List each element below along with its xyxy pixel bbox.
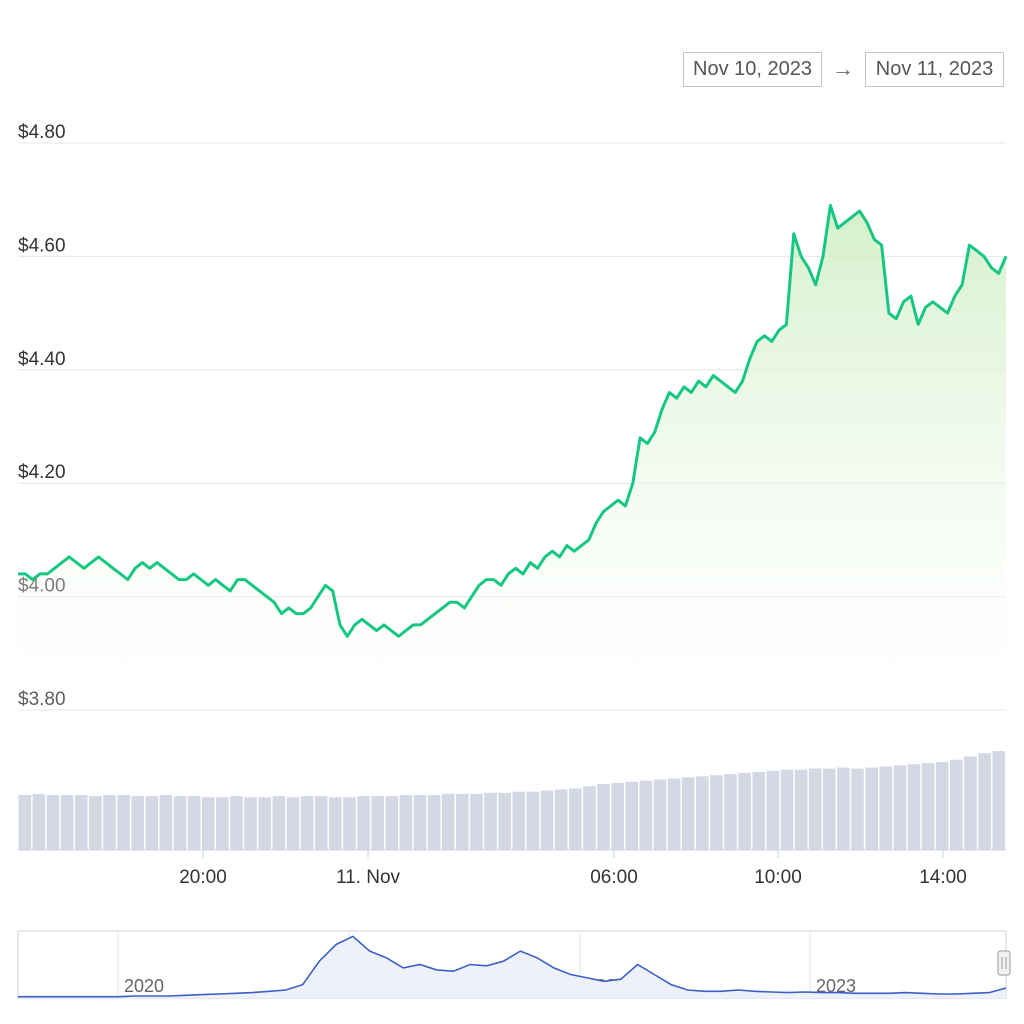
x-axis-ticks: 20:00 11. Nov 06:00 10:00 14:00 <box>179 850 967 888</box>
navigator-area <box>18 936 1006 998</box>
volume-bar <box>766 770 780 850</box>
volume-bar <box>639 780 653 850</box>
volume-bar <box>272 796 286 850</box>
y-tick-label: $4.40 <box>18 349 66 370</box>
volume-bar <box>343 797 356 850</box>
x-tick-label: 20:00 <box>179 867 227 888</box>
volume-bar <box>738 773 751 850</box>
volume-bar <box>554 789 568 850</box>
volume-bar <box>75 795 88 850</box>
volume-bar <box>992 751 1005 850</box>
volume-bar <box>667 778 681 850</box>
volume-bar <box>653 779 667 850</box>
volume-bar <box>484 792 497 850</box>
volume-bars <box>18 751 1006 851</box>
date-range-start-input[interactable]: Nov 10, 2023 <box>683 52 822 87</box>
navigator-line <box>18 935 1007 998</box>
volume-bar <box>103 795 116 850</box>
volume-bar <box>46 795 60 850</box>
navigator-year-label: 2023 <box>816 976 856 996</box>
volume-bar <box>498 792 511 850</box>
volume-bar <box>837 767 850 850</box>
volume-bar <box>540 790 554 850</box>
volume-bar <box>32 793 46 850</box>
volume-bar <box>173 796 187 850</box>
volume-bar <box>865 767 878 850</box>
volume-bar <box>611 782 624 850</box>
volume-bar <box>286 797 300 850</box>
volume-bar <box>512 791 526 850</box>
volume-bar <box>131 796 144 850</box>
volume-bar <box>935 762 949 850</box>
volume-bar <box>18 795 32 850</box>
volume-bar <box>823 768 836 850</box>
volume-bar <box>696 776 709 850</box>
volume-bar <box>371 796 384 850</box>
y-tick-label: $4.80 <box>18 122 66 143</box>
volume-bar <box>794 769 808 850</box>
volume-bar <box>202 797 215 850</box>
volume-bar <box>851 768 864 850</box>
volume-bar <box>314 796 328 850</box>
x-tick-label: 14:00 <box>919 867 967 888</box>
volume-bar <box>258 797 271 850</box>
volume-bar <box>681 777 695 850</box>
navigator-year-label: 2020 <box>124 976 164 996</box>
volume-bar <box>752 771 765 850</box>
x-tick-label: 10:00 <box>754 867 802 888</box>
volume-bar <box>583 786 596 850</box>
volume-bar <box>569 788 582 850</box>
y-tick-label: $4.20 <box>18 462 66 483</box>
volume-bar <box>921 763 935 850</box>
volume-bar <box>724 774 737 850</box>
volume-bar <box>244 797 257 850</box>
volume-bar <box>526 791 540 850</box>
price-area <box>18 205 1006 710</box>
volume-bar <box>907 764 921 850</box>
volume-bar <box>60 795 74 850</box>
range-arrow-icon: → <box>832 56 854 81</box>
volume-bar <box>329 797 342 850</box>
volume-bar <box>89 796 102 850</box>
volume-bar <box>808 768 822 850</box>
volume-bar <box>216 797 229 850</box>
volume-bar <box>780 769 794 850</box>
volume-bar <box>597 784 610 850</box>
volume-bar <box>879 766 893 850</box>
volume-bar <box>441 793 455 850</box>
y-tick-label: $4.60 <box>18 235 66 256</box>
volume-bar <box>710 775 723 850</box>
volume-bar <box>117 795 130 850</box>
price-line <box>18 203 1008 638</box>
volume-bar <box>978 753 991 850</box>
volume-bar <box>470 793 483 850</box>
volume-bar <box>300 796 314 850</box>
volume-bar <box>427 795 441 850</box>
volume-bar <box>385 796 399 850</box>
volume-bar <box>357 796 370 850</box>
navigator: 2020202120222023 <box>17 930 1011 999</box>
volume-bar <box>230 796 243 850</box>
volume-bar <box>893 765 907 850</box>
volume-bar <box>964 756 977 850</box>
price-series <box>18 203 1008 710</box>
volume-bar <box>187 796 201 850</box>
volume-bar <box>159 795 173 850</box>
volume-bar <box>399 795 413 850</box>
navigator-handle[interactable] <box>997 950 1011 976</box>
x-tick-label: 06:00 <box>590 867 638 888</box>
volume-bar <box>625 781 638 850</box>
volume-bar <box>456 793 469 850</box>
volume-bar <box>413 795 427 850</box>
x-tick-label: 11. Nov <box>336 867 401 888</box>
volume-bar <box>950 759 963 850</box>
date-range-end-input[interactable]: Nov 11, 2023 <box>865 52 1004 87</box>
volume-bar <box>145 796 159 850</box>
